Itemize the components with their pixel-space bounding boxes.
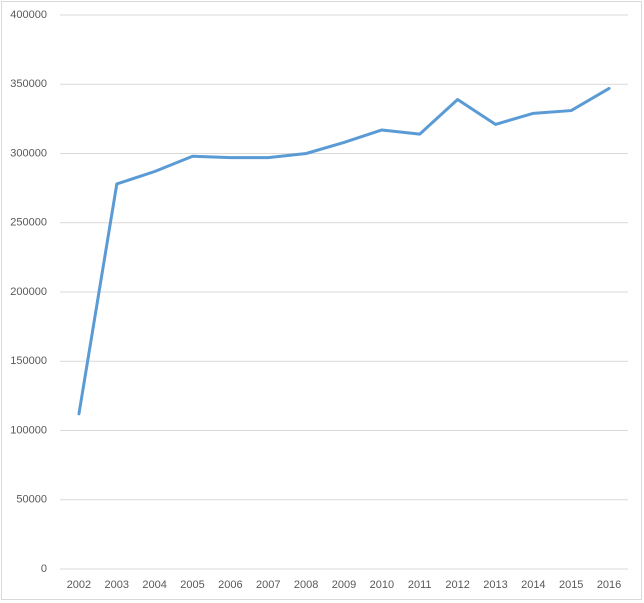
y-tick-label: 350000 [10,78,47,90]
x-tick-label: 2013 [483,579,507,591]
y-tick-label: 200000 [10,286,47,298]
x-tick-label: 2004 [142,579,166,591]
x-tick-label: 2016 [597,579,621,591]
x-tick-label: 2009 [332,579,356,591]
x-tick-label: 2007 [256,579,280,591]
y-tick-label: 0 [41,563,47,575]
y-tick-label: 150000 [10,355,47,367]
x-tick-label: 2003 [105,579,129,591]
x-tick-label: 2015 [559,579,583,591]
y-tick-label: 250000 [10,217,47,229]
y-tick-label: 50000 [16,494,47,506]
y-tick-label: 100000 [10,424,47,436]
y-tick-label: 300000 [10,147,47,159]
x-tick-label: 2008 [294,579,318,591]
x-tick-label: 2005 [180,579,204,591]
data-line [77,86,611,416]
x-tick-label: 2006 [218,579,242,591]
x-tick-label: 2014 [521,579,545,591]
y-tick-label: 400000 [10,9,47,21]
x-tick-label: 2012 [445,579,469,591]
x-tick-label: 2002 [67,579,91,591]
x-tick-label: 2011 [408,579,432,591]
x-tick-label: 2010 [370,579,394,591]
